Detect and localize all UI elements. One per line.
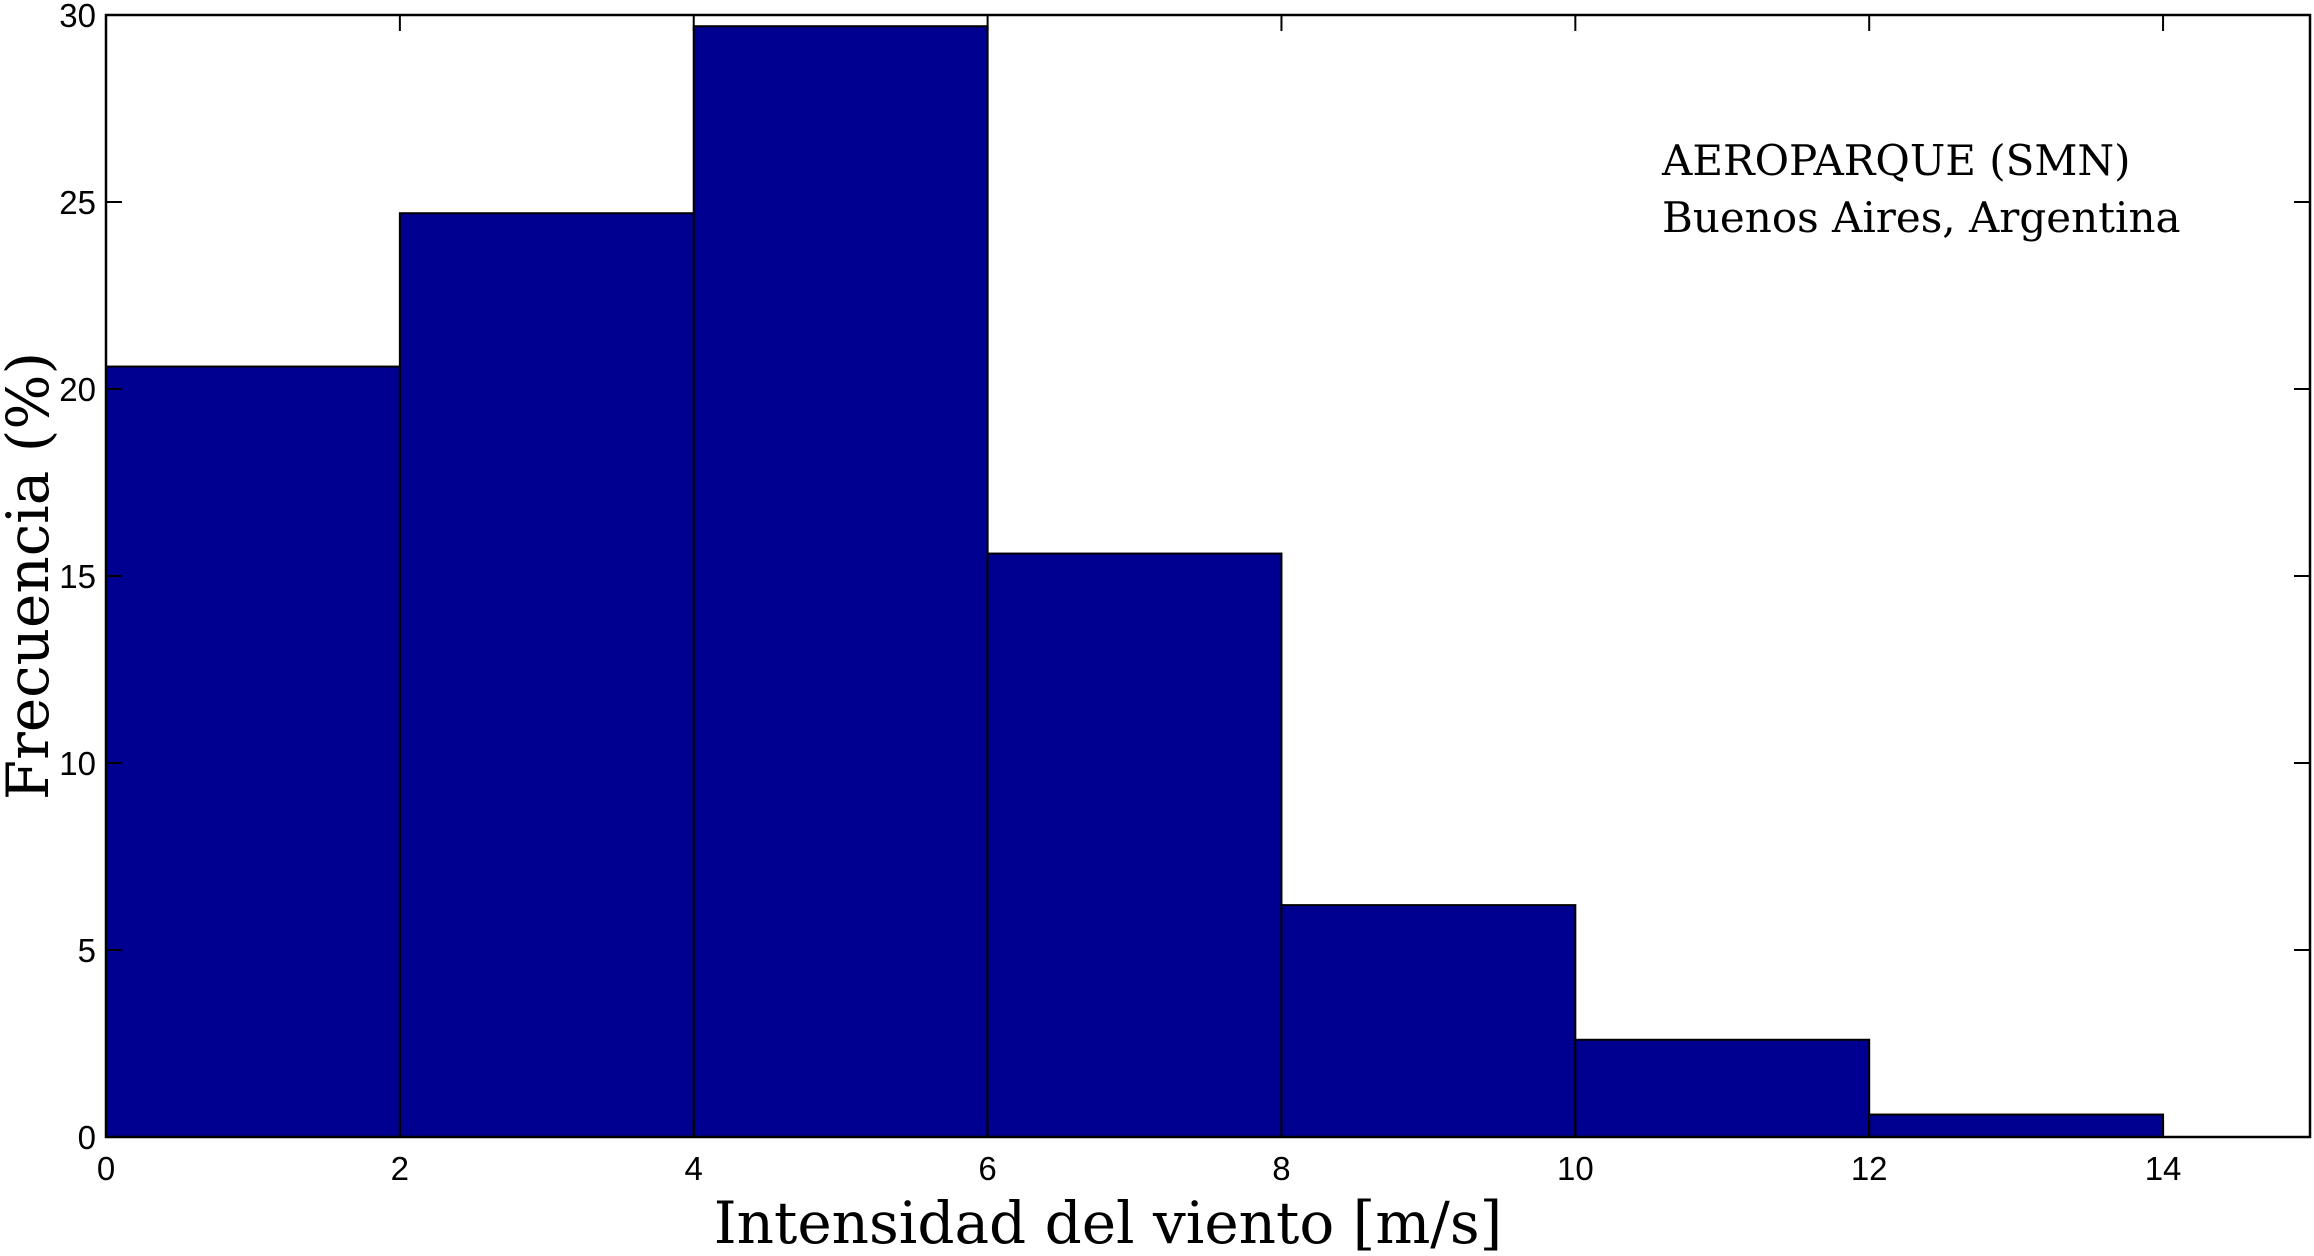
x-tick-label: 14 — [2145, 1150, 2182, 1187]
bars-group — [105, 25, 2165, 1139]
x-tick-label: 4 — [685, 1150, 703, 1187]
y-tick-label: 15 — [59, 558, 96, 595]
x-tick-label: 10 — [1557, 1150, 1594, 1187]
y-tick-label: 0 — [78, 1119, 96, 1156]
y-tick-label: 30 — [59, 0, 96, 34]
x-tick-label: 6 — [978, 1150, 996, 1187]
x-tick-label: 2 — [391, 1150, 409, 1187]
histogram-bar — [105, 365, 401, 1138]
histogram-bar — [398, 212, 695, 1139]
histogram-bar — [1280, 904, 1577, 1138]
histogram-bar — [1868, 1113, 2165, 1139]
x-tick-label: 12 — [1851, 1150, 1888, 1187]
y-axis-title: Frecuencia (%) — [0, 352, 62, 800]
y-tick-label: 10 — [59, 745, 96, 782]
annotation-station: AEROPARQUE (SMN) — [1661, 136, 2131, 185]
y-tick-label: 5 — [78, 932, 96, 969]
x-tick-label: 0 — [97, 1150, 115, 1187]
tick-labels-group: 0 2 4 6 8 10 12 14 0 5 10 15 20 25 30 — [59, 0, 2181, 1187]
x-axis-title: Intensidad del viento [m/s] — [714, 1189, 1503, 1256]
plot-frame — [104, 13, 2312, 1139]
x-tick-label: 8 — [1272, 1150, 1290, 1187]
histogram-bar — [1574, 1038, 1871, 1139]
histogram-bar — [692, 25, 989, 1139]
y-tick-label: 25 — [59, 184, 96, 221]
histogram-bar — [986, 552, 1283, 1138]
y-tick-label: 20 — [59, 371, 96, 408]
annotation-location: Buenos Aires, Argentina — [1662, 193, 2181, 242]
